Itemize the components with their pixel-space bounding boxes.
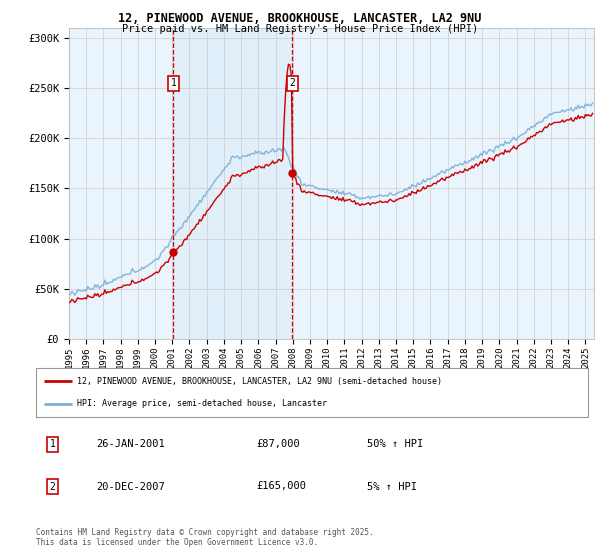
Text: Contains HM Land Registry data © Crown copyright and database right 2025.
This d: Contains HM Land Registry data © Crown c… [36,528,374,547]
Text: 26-JAN-2001: 26-JAN-2001 [97,440,166,449]
Text: 12, PINEWOOD AVENUE, BROOKHOUSE, LANCASTER, LA2 9NU (semi-detached house): 12, PINEWOOD AVENUE, BROOKHOUSE, LANCAST… [77,377,442,386]
Text: 12, PINEWOOD AVENUE, BROOKHOUSE, LANCASTER, LA2 9NU: 12, PINEWOOD AVENUE, BROOKHOUSE, LANCAST… [118,12,482,25]
Text: 2: 2 [50,482,56,492]
Text: HPI: Average price, semi-detached house, Lancaster: HPI: Average price, semi-detached house,… [77,399,328,408]
Text: 1: 1 [50,440,56,449]
Text: 20-DEC-2007: 20-DEC-2007 [97,482,166,492]
Text: £87,000: £87,000 [257,440,301,449]
Text: 50% ↑ HPI: 50% ↑ HPI [367,440,424,449]
Text: Price paid vs. HM Land Registry's House Price Index (HPI): Price paid vs. HM Land Registry's House … [122,24,478,34]
Text: 5% ↑ HPI: 5% ↑ HPI [367,482,417,492]
Text: 2: 2 [289,78,295,88]
Bar [173,28,292,339]
Text: 1: 1 [170,78,176,88]
Text: £165,000: £165,000 [257,482,307,492]
